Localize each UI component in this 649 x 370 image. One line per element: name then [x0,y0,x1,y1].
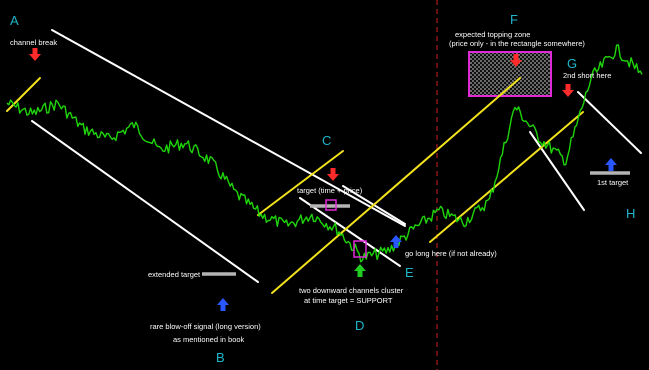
point-label-g: G [567,56,577,71]
channel-line-upper [51,29,406,227]
note-topping-1: expected topping zone [455,30,530,39]
price-series-line [6,44,643,263]
point-label-h: H [626,206,635,221]
note-extended-target: extended target [148,270,201,279]
point-label-d: D [355,318,364,333]
point-label-a: A [10,13,19,28]
yellow-line-a [6,77,41,112]
yellow-line-lower [429,111,584,243]
annotations: channel break extended target rare blow-… [10,30,629,344]
support-marker-box [353,240,367,258]
note-blowoff-2: as mentioned in book [173,335,245,344]
channel-line-e [299,197,401,267]
point-label-e: E [405,265,414,280]
note-blowoff-1: rare blow-off signal (long version) [150,322,261,331]
note-go-long: go long here (if not already) [405,249,497,258]
point-letters: A B C D E F G H [10,12,635,365]
white-channels [31,29,642,283]
note-short2: 2nd short here [563,71,611,80]
target-marker-box [325,199,337,211]
long-arrow-e [390,235,402,248]
note-first-target: 1st target [597,178,629,187]
note-clusters-1: two downward channels cluster [299,286,404,295]
short-arrow-f [510,54,522,67]
point-label-c: C [322,133,331,148]
note-clusters-2: at time target = SUPPORT [304,296,393,305]
point-label-b: B [216,350,225,365]
short-arrow-a [29,48,41,61]
target-bars [202,171,630,276]
note-channel-break: channel break [10,38,57,47]
short-arrow-g [562,84,574,97]
long-arrow-h [605,158,617,171]
yellow-line-d [271,77,521,294]
long-arrow-b [217,298,229,311]
signal-arrows [29,48,617,311]
short-arrow-c [327,168,339,181]
note-topping-2: (price only - in the rectangle somewhere… [449,39,585,48]
point-label-f: F [510,12,518,27]
channel-line-lower [31,120,259,283]
yellow-channels [6,77,584,294]
note-target-tp: target (time + price) [297,186,363,195]
topping-zone [468,51,552,97]
channel-line-g [529,131,585,211]
channel-line-h [577,91,642,154]
support-arrow-d [354,264,366,277]
yellow-line-c [257,150,344,216]
